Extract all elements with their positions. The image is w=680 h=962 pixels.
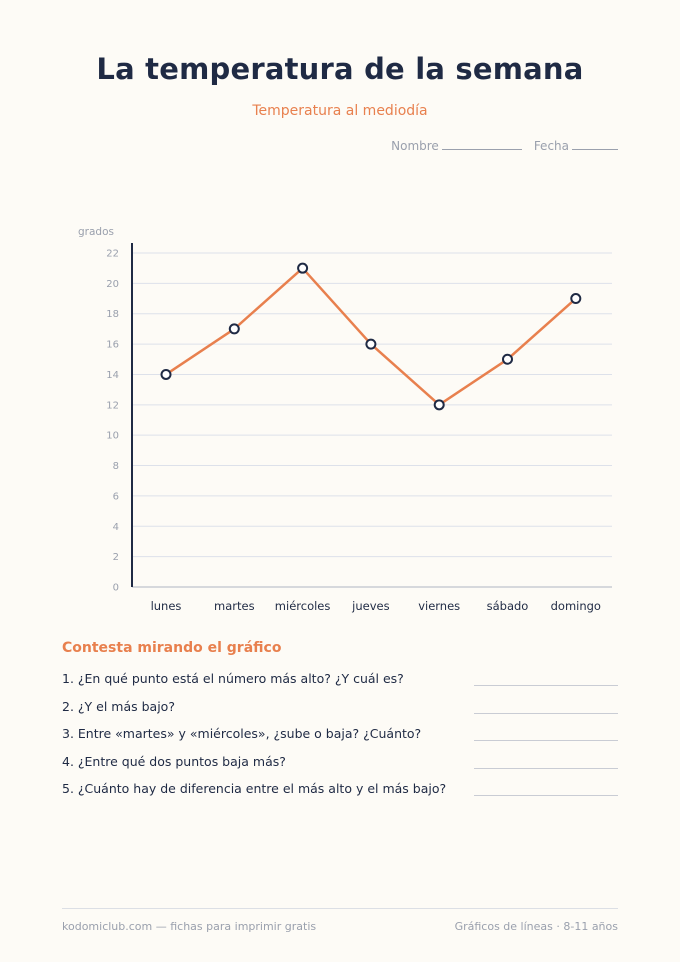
- x-tick-label: martes: [214, 599, 255, 613]
- data-point: [228, 323, 240, 335]
- question-text: 4. ¿Entre qué dos puntos baja más?: [62, 753, 286, 769]
- x-tick-label: lunes: [151, 599, 182, 613]
- footer-category: Gráficos de líneas · 8-11 años: [454, 920, 618, 933]
- y-tick-label: 16: [106, 340, 119, 351]
- temperature-series-line: [165, 266, 577, 407]
- question-item: 3. Entre «martes» y «miércoles», ¿sube o…: [62, 720, 618, 748]
- name-label: Nombre: [391, 139, 439, 153]
- date-label: Fecha: [533, 139, 569, 153]
- y-tick-label: 6: [113, 491, 119, 502]
- answer-line[interactable]: [474, 795, 618, 797]
- date-field[interactable]: Fecha: [534, 139, 618, 153]
- y-tick-label: 22: [106, 249, 119, 260]
- question-text: 2. ¿Y el más bajo?: [62, 698, 175, 714]
- y-tick-label: 2: [113, 552, 119, 563]
- page-subtitle: Temperatura al mediodía: [252, 103, 428, 119]
- x-tick-label: domingo: [551, 599, 601, 613]
- y-tick-label: 14: [106, 370, 119, 381]
- y-tick-label: 4: [113, 522, 119, 533]
- answer-line[interactable]: [474, 740, 618, 742]
- x-tick-label: jueves: [351, 599, 389, 613]
- question-text: 1. ¿En qué punto está el número más alto…: [62, 671, 404, 687]
- name-field[interactable]: Nombre: [391, 139, 522, 153]
- question-item: 2. ¿Y el más bajo?: [62, 693, 618, 721]
- name-blank-line: [441, 149, 522, 150]
- question-text: 5. ¿Cuánto hay de diferencia entre el má…: [62, 781, 447, 797]
- date-blank-line: [572, 149, 618, 150]
- footer-divider: [62, 908, 618, 909]
- answer-line[interactable]: [474, 767, 618, 769]
- data-point: [297, 262, 309, 274]
- y-tick-label: 10: [106, 431, 119, 442]
- x-tick-label: viernes: [418, 599, 460, 613]
- y-tick-label: 12: [106, 400, 119, 411]
- data-point: [502, 353, 513, 365]
- question-item: 4. ¿Entre qué dos puntos baja más?: [62, 748, 618, 776]
- page-title: La temperatura de la semana: [96, 52, 584, 86]
- questions-list: 1. ¿En qué punto está el número más alto…: [62, 665, 618, 803]
- y-tick-label: 8: [113, 461, 119, 472]
- questions-heading: Contesta mirando el gráfico: [62, 640, 282, 656]
- y-tick-label: 0: [113, 583, 119, 594]
- data-point: [570, 293, 582, 305]
- temperature-line-chart: grados 0 2 4 6 8 10 12 14 16 18 20 22 lunes martes miér…: [78, 226, 612, 613]
- name-date-fields: Nombre Fecha: [391, 139, 618, 153]
- y-tick-label: 20: [106, 279, 119, 290]
- data-point: [365, 338, 377, 350]
- x-tick-label: miércoles: [275, 599, 331, 613]
- y-tick-label: 18: [106, 309, 119, 320]
- footer-site: kodomiclub.com — fichas para imprimir gr…: [62, 920, 317, 933]
- y-axis-label: grados: [78, 226, 114, 238]
- answer-line[interactable]: [474, 712, 618, 714]
- data-point: [160, 368, 172, 380]
- question-item: 1. ¿En qué punto está el número más alto…: [62, 665, 618, 693]
- question-text: 3. Entre «martes» y «miércoles», ¿sube o…: [62, 726, 422, 742]
- data-point: [433, 399, 445, 411]
- answer-line[interactable]: [474, 685, 618, 687]
- question-item: 5. ¿Cuánto hay de diferencia entre el má…: [62, 775, 618, 803]
- x-tick-label: sábado: [487, 599, 529, 613]
